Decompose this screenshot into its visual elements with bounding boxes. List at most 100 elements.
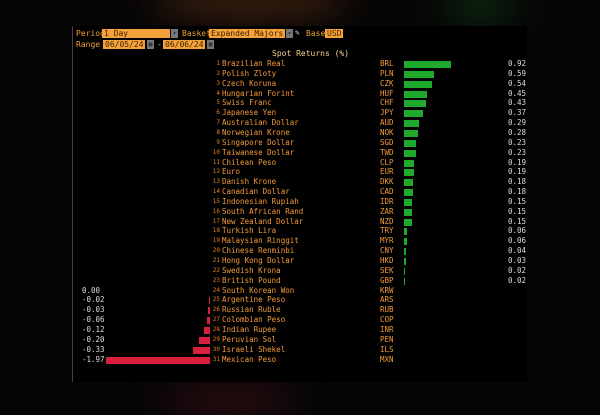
list-item[interactable]: 8 Norwegian Krone NOK 0.28 <box>0 128 600 138</box>
list-item[interactable]: 6 Japanese Yen JPY 0.37 <box>0 108 600 118</box>
list-item[interactable]: 18 Turkish Lira TRY 0.06 <box>0 226 600 236</box>
list-item[interactable]: 29 Peruvian Sol PEN -0.20 <box>0 335 600 345</box>
currency-name: Hungarian Forint <box>222 88 295 98</box>
list-item[interactable]: 24 South Korean Won KRW 0.00 <box>0 286 600 296</box>
list-item[interactable]: 23 British Pound GBP 0.02 <box>0 276 600 286</box>
list-item[interactable]: 17 New Zealand Dollar NZD 0.15 <box>0 217 600 227</box>
positive-bar <box>404 90 427 98</box>
edit-pencil-icon[interactable]: ✎ <box>295 28 300 37</box>
range-end-field[interactable]: 06/06/24 <box>163 40 205 49</box>
calendar-end-icon[interactable]: ▦ <box>207 40 214 49</box>
value-label: 0.43 <box>508 98 527 108</box>
currency-code: EUR <box>380 167 394 177</box>
currency-code: SGD <box>380 137 394 147</box>
currency-code: TRY <box>380 226 394 236</box>
currency-name: Brazilian Real <box>222 59 286 68</box>
base-field[interactable]: USD <box>325 29 343 38</box>
spot-returns-panel <box>72 26 527 382</box>
value-label: -0.06 <box>82 315 105 325</box>
list-item[interactable]: 22 Swedish Krona SEK 0.02 <box>0 266 600 276</box>
currency-code: CHF <box>380 98 394 108</box>
period-dropdown-icon[interactable]: ▾ <box>171 29 178 38</box>
currency-name: Indonesian Rupiah <box>222 196 299 206</box>
currency-name: Chinese Renminbi <box>222 246 295 256</box>
list-item[interactable]: 28 Indian Rupee INR -0.12 <box>0 325 600 335</box>
rank: 29 <box>212 335 220 343</box>
list-item[interactable]: 15 Indonesian Rupiah IDR 0.15 <box>0 197 600 207</box>
value-label: 0.28 <box>508 127 527 137</box>
currency-name: Japanese Yen <box>222 108 277 118</box>
list-item[interactable]: 12 Euro EUR 0.19 <box>0 167 600 177</box>
value-label: 0.04 <box>508 246 527 256</box>
currency-code: TWD <box>380 147 394 157</box>
positive-bar <box>404 120 419 128</box>
currency-name: Colombian Peso <box>222 315 286 325</box>
currency-name: Danish Krone <box>222 177 277 187</box>
list-item[interactable]: 31 Mexican Peso MXN -1.97 <box>0 355 600 365</box>
list-item[interactable]: 21 Hong Kong Dollar HKD 0.03 <box>0 256 600 266</box>
currency-code: KRW <box>380 285 394 295</box>
currency-code: NZD <box>380 216 394 226</box>
list-item[interactable]: 14 Canadian Dollar CAD 0.18 <box>0 187 600 197</box>
value-label: -0.33 <box>82 344 105 354</box>
list-item[interactable]: 13 Danish Krone DKK 0.18 <box>0 177 600 187</box>
range-start-field[interactable]: 06/05/24 <box>103 40 145 49</box>
rank: 5 <box>216 99 220 107</box>
currency-name: South Korean Won <box>222 285 295 295</box>
list-item[interactable]: 27 Colombian Peso COP -0.06 <box>0 315 600 325</box>
rank: 25 <box>212 296 220 304</box>
value-label: -0.03 <box>82 305 105 315</box>
basket-select[interactable]: Expanded Majors <box>209 29 285 38</box>
currency-code: PEN <box>380 334 394 344</box>
list-item[interactable]: 4 Hungarian Forint HUF 0.45 <box>0 89 600 99</box>
positive-bar <box>404 267 406 275</box>
rank: 1 <box>216 60 220 67</box>
list-item[interactable]: 1 Brazilian Real BRL 0.92 <box>0 59 600 69</box>
currency-code: HKD <box>380 256 394 265</box>
list-item[interactable]: 7 Australian Dollar AUD 0.29 <box>0 118 600 128</box>
value-label: 0.29 <box>508 118 527 128</box>
value-label: 0.19 <box>508 167 527 177</box>
range-label: Range <box>76 40 101 49</box>
list-item[interactable]: 20 Chinese Renminbi CNY 0.04 <box>0 246 600 256</box>
list-item[interactable]: 10 Taiwanese Dollar TWD 0.23 <box>0 148 600 158</box>
positive-bar <box>404 100 426 108</box>
list-item[interactable]: 19 Malaysian Ringgit MYR 0.06 <box>0 236 600 246</box>
list-item[interactable]: 26 Russian Ruble RUB -0.03 <box>0 305 600 315</box>
currency-name: Chilean Peso <box>222 157 277 167</box>
value-label: 0.18 <box>508 177 527 187</box>
calendar-start-icon[interactable]: ▦ <box>147 40 154 49</box>
positive-bar <box>404 139 416 147</box>
positive-bar <box>404 61 451 68</box>
positive-bar <box>404 198 412 206</box>
list-item[interactable]: 9 Singapore Dollar SGD 0.23 <box>0 138 600 148</box>
value-label: 0.02 <box>508 265 527 275</box>
period-select[interactable]: 1 Day <box>102 29 170 38</box>
currency-code: NOK <box>380 127 394 137</box>
rank: 26 <box>212 306 220 314</box>
list-item[interactable]: 5 Swiss Franc CHF 0.43 <box>0 98 600 108</box>
rank: 6 <box>216 109 220 117</box>
period-label: Period <box>76 29 105 38</box>
rank: 14 <box>212 188 220 196</box>
positive-bar <box>404 110 423 118</box>
rank: 19 <box>212 237 220 245</box>
list-item[interactable]: 16 South African Rand ZAR 0.15 <box>0 207 600 217</box>
value-label: -0.12 <box>82 324 105 334</box>
value-label: 0.15 <box>508 216 527 226</box>
list-item[interactable]: 25 Argentine Peso ARS -0.02 <box>0 295 600 305</box>
list-item[interactable]: 2 Polish Zloty PLN 0.59 <box>0 69 600 79</box>
list-item[interactable]: 3 Czech Koruna CZK 0.54 <box>0 79 600 89</box>
positive-bar <box>404 189 414 197</box>
list-item[interactable]: 11 Chilean Peso CLP 0.19 <box>0 158 600 168</box>
list-item[interactable]: 30 Israeli Shekel ILS -0.33 <box>0 345 600 355</box>
currency-code: INR <box>380 324 394 334</box>
rank: 9 <box>216 138 220 146</box>
currency-code: CNY <box>380 246 394 256</box>
currency-code: HUF <box>380 88 394 98</box>
value-label: 0.92 <box>508 59 527 68</box>
value-label: -0.02 <box>82 295 105 305</box>
basket-dropdown-icon[interactable]: ▾ <box>286 29 293 38</box>
currency-code: DKK <box>380 177 394 187</box>
range-separator: - <box>157 40 162 49</box>
